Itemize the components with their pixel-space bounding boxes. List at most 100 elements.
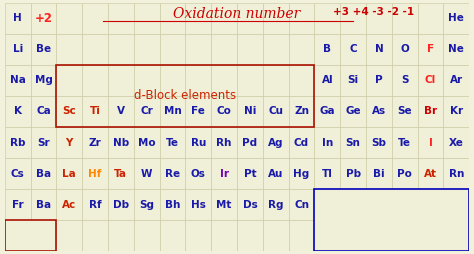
Bar	[56, 220, 82, 251]
Bar	[418, 3, 444, 34]
Bar	[108, 65, 134, 96]
Text: Zr: Zr	[89, 138, 101, 148]
Bar	[134, 127, 160, 158]
Bar	[108, 96, 134, 127]
Text: I: I	[428, 138, 432, 148]
Bar	[5, 220, 56, 251]
Bar	[160, 189, 185, 220]
Text: Ba: Ba	[36, 200, 51, 210]
Bar	[56, 96, 82, 127]
Text: Kr: Kr	[450, 106, 463, 116]
Bar	[444, 3, 469, 34]
Text: Be: Be	[36, 44, 51, 54]
Text: Nb: Nb	[113, 138, 129, 148]
Text: Sr: Sr	[37, 138, 50, 148]
Bar	[134, 158, 160, 189]
Bar	[289, 34, 314, 65]
Text: Hf: Hf	[88, 169, 102, 179]
Bar	[82, 34, 108, 65]
Bar	[82, 220, 108, 251]
Text: Cd: Cd	[294, 138, 309, 148]
Bar	[30, 127, 56, 158]
Text: S-Block: S-Block	[12, 231, 49, 240]
Bar	[263, 65, 289, 96]
Bar	[160, 96, 185, 127]
Bar	[340, 34, 366, 65]
Bar	[30, 34, 56, 65]
Text: Li: Li	[12, 44, 23, 54]
Bar	[108, 34, 134, 65]
Bar	[418, 220, 444, 251]
Text: Mn: Mn	[164, 106, 182, 116]
Bar	[314, 65, 340, 96]
Text: +2: +2	[35, 12, 53, 25]
Bar	[134, 65, 160, 96]
Bar	[5, 127, 30, 158]
Text: Hg: Hg	[293, 169, 310, 179]
Bar	[444, 65, 469, 96]
Bar	[444, 158, 469, 189]
Text: Br: Br	[424, 106, 437, 116]
Text: In: In	[322, 138, 333, 148]
Bar	[211, 34, 237, 65]
Bar	[289, 158, 314, 189]
Bar	[160, 220, 185, 251]
Text: Cn: Cn	[294, 200, 309, 210]
Text: Sb: Sb	[372, 138, 386, 148]
Text: As: As	[372, 106, 386, 116]
Text: Sg: Sg	[139, 200, 154, 210]
Bar	[418, 189, 444, 220]
Text: Po: Po	[397, 169, 412, 179]
Bar	[134, 3, 160, 34]
Text: Bh: Bh	[165, 200, 180, 210]
Bar	[314, 158, 340, 189]
Text: H: H	[13, 13, 22, 23]
Bar	[5, 65, 30, 96]
Bar	[211, 65, 237, 96]
Bar	[366, 127, 392, 158]
Bar	[30, 158, 56, 189]
Bar	[237, 34, 263, 65]
Bar	[211, 220, 237, 251]
Text: Xe: Xe	[449, 138, 464, 148]
Bar	[392, 3, 418, 34]
Bar	[185, 158, 211, 189]
Bar	[30, 189, 56, 220]
Bar	[5, 158, 30, 189]
Text: W: W	[141, 169, 153, 179]
Bar	[418, 127, 444, 158]
Bar	[30, 220, 56, 251]
Text: Ag: Ag	[268, 138, 283, 148]
Bar	[314, 189, 469, 251]
Bar	[5, 189, 30, 220]
Text: Se: Se	[397, 106, 412, 116]
Bar	[314, 127, 340, 158]
Text: Ga: Ga	[319, 106, 335, 116]
Text: Ru: Ru	[191, 138, 206, 148]
Text: Cu: Cu	[268, 106, 283, 116]
Bar	[185, 3, 211, 34]
Bar	[314, 34, 340, 65]
Bar	[5, 220, 30, 251]
Bar	[263, 158, 289, 189]
Bar	[30, 3, 56, 34]
Bar	[340, 220, 366, 251]
Bar	[237, 127, 263, 158]
Bar	[418, 65, 444, 96]
Text: Pd: Pd	[242, 138, 257, 148]
Bar	[108, 158, 134, 189]
Bar	[366, 34, 392, 65]
Bar	[82, 96, 108, 127]
Bar	[56, 34, 82, 65]
Bar	[5, 3, 30, 34]
Text: Si: Si	[347, 75, 359, 85]
Bar	[185, 34, 211, 65]
Bar	[366, 220, 392, 251]
Bar	[392, 220, 418, 251]
Bar	[82, 189, 108, 220]
Bar	[289, 220, 314, 251]
Bar	[108, 189, 134, 220]
Bar	[392, 189, 418, 220]
Bar	[314, 220, 340, 251]
Text: He: He	[448, 13, 465, 23]
